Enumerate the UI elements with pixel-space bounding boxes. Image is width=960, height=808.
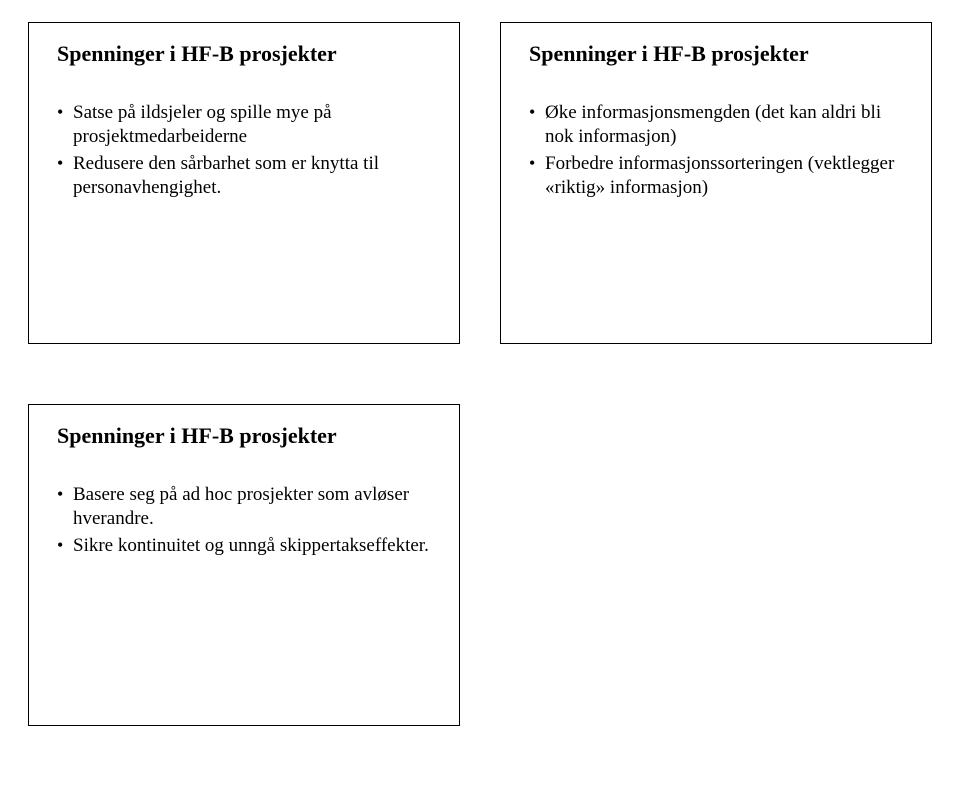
bullet-item: Satse på ildsjeler og spille mye på pros… <box>55 101 435 150</box>
bullet-item: Øke informasjonsmengden (det kan aldri b… <box>527 101 907 150</box>
bullet-list: Satse på ildsjeler og spille mye på pros… <box>53 101 435 200</box>
bullet-item: Sikre kontinuitet og unngå skippertaksef… <box>55 534 435 558</box>
page: Spenninger i HF-B prosjekter Satse på il… <box>0 0 960 808</box>
bullet-list: Basere seg på ad hoc prosjekter som avlø… <box>53 483 435 558</box>
card-title: Spenninger i HF-B prosjekter <box>57 423 435 449</box>
bullet-list: Øke informasjonsmengden (det kan aldri b… <box>525 101 907 200</box>
card-title: Spenninger i HF-B prosjekter <box>529 41 907 67</box>
row-top: Spenninger i HF-B prosjekter Satse på il… <box>28 22 932 344</box>
card-title: Spenninger i HF-B prosjekter <box>57 41 435 67</box>
card-top-left: Spenninger i HF-B prosjekter Satse på il… <box>28 22 460 344</box>
bullet-item: Basere seg på ad hoc prosjekter som avlø… <box>55 483 435 532</box>
bullet-item: Forbedre informasjonssorteringen (vektle… <box>527 152 907 201</box>
card-bottom-left: Spenninger i HF-B prosjekter Basere seg … <box>28 404 460 726</box>
row-bottom: Spenninger i HF-B prosjekter Basere seg … <box>28 404 932 726</box>
bullet-item: Redusere den sårbarhet som er knytta til… <box>55 152 435 201</box>
card-top-right: Spenninger i HF-B prosjekter Øke informa… <box>500 22 932 344</box>
